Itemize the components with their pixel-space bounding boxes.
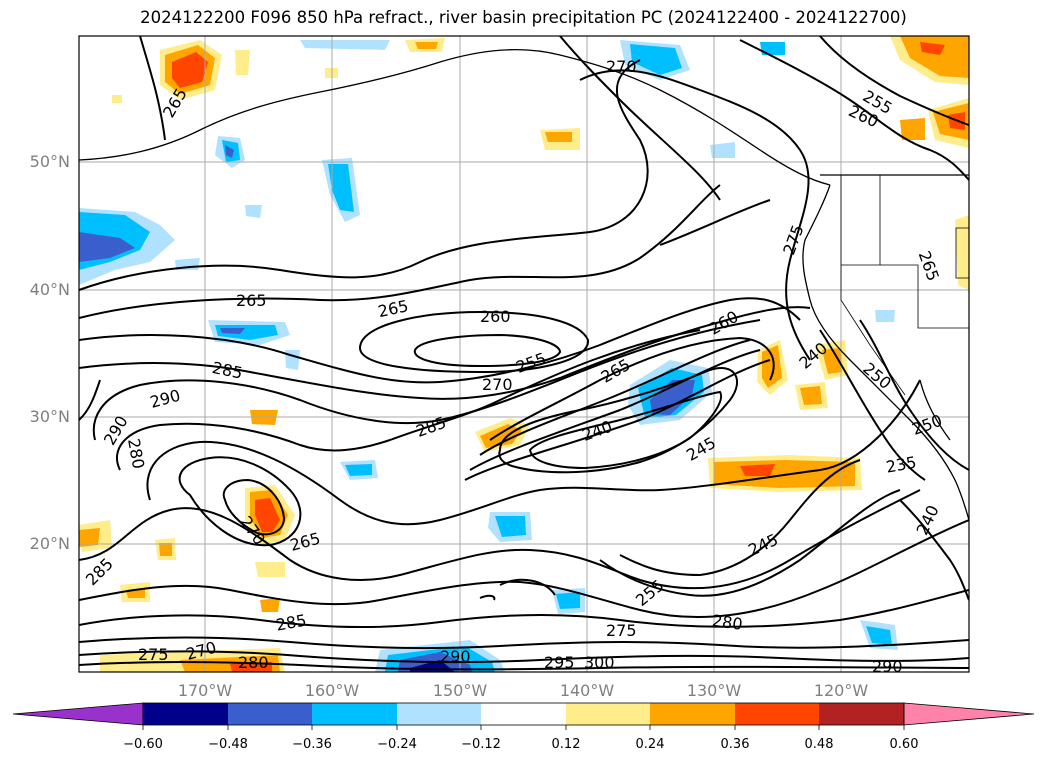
lon-label-120w: 120°W: [813, 681, 869, 700]
colorbar-tick-label: −0.36: [292, 737, 332, 752]
contour-label: 270: [606, 57, 637, 76]
contour-label: 260: [480, 307, 511, 326]
colorbar-segment: [481, 703, 566, 725]
colorbar-tick-label: 0.24: [635, 737, 665, 752]
contour-label: 265: [236, 291, 267, 310]
colorbar-segment: [566, 703, 650, 725]
contour-label: 280: [238, 653, 269, 672]
lat-label-50n: 50°N: [29, 152, 70, 171]
colorbar-max-extend: [903, 702, 1035, 726]
contour-label: 270: [482, 375, 513, 394]
lat-label-20n: 20°N: [29, 534, 70, 553]
contour-label: 280: [711, 611, 744, 634]
lon-label-160w: 160°W: [304, 681, 360, 700]
contour-label: 300: [584, 653, 615, 672]
colorbar-tick-label: −0.12: [461, 737, 501, 752]
contour-label: 275: [138, 645, 169, 664]
colorbar-tick-label: 0.12: [551, 737, 581, 752]
contour-label: 290: [872, 657, 903, 676]
colorbar-segment: [735, 703, 819, 725]
colorbar-segment: [819, 703, 904, 725]
colorbar-segment: [228, 703, 312, 725]
colorbar-tick-label: 0.36: [720, 737, 750, 752]
colorbar-tick-label: 0.48: [804, 737, 834, 752]
colorbar-min-extend: [12, 702, 144, 726]
colorbar-tick-label: −0.60: [123, 737, 163, 752]
state-borders: [840, 175, 969, 396]
contour-label: 295: [544, 653, 575, 672]
lat-label-40n: 40°N: [29, 280, 70, 299]
refractivity-contours: [79, 36, 969, 671]
colorbar-tick-label: 0.60: [889, 737, 919, 752]
colorbar-segment: [143, 703, 228, 725]
lon-label-130w: 130°W: [686, 681, 742, 700]
coastlines: [79, 49, 969, 521]
lon-label-140w: 140°W: [559, 681, 615, 700]
contour-label: 275: [606, 621, 637, 640]
colorbar-segment: [650, 703, 735, 725]
graticule: [79, 36, 969, 672]
lon-label-170w: 170°W: [177, 681, 233, 700]
colorbar-tick-label: −0.24: [377, 737, 417, 752]
colorbar: [12, 702, 1035, 730]
map-title: 2024122200 F096 850 hPa refract., river …: [140, 8, 907, 27]
colorbar-tick-label: −0.48: [208, 737, 248, 752]
lon-label-150w: 150°W: [432, 681, 488, 700]
colorbar-outline: [142, 702, 905, 726]
contour-label: 290: [440, 647, 471, 666]
lat-label-30n: 30°N: [29, 407, 70, 426]
colorbar-segment: [312, 703, 397, 725]
map-border: [78, 35, 970, 673]
colorbar-segment: [397, 703, 481, 725]
